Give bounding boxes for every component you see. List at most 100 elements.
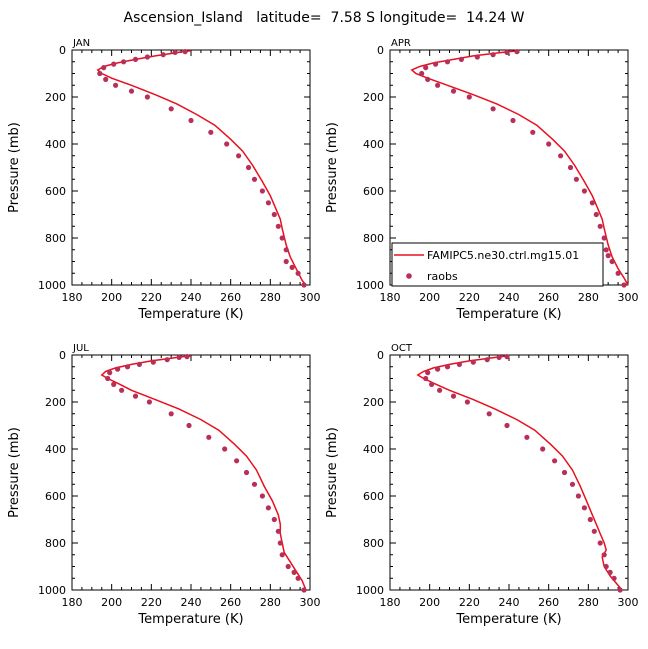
raobs-point [587, 516, 593, 523]
raobs-point [168, 411, 174, 417]
raobs-point [182, 49, 188, 55]
raobs-point [160, 52, 166, 58]
raobs-point [601, 235, 607, 241]
raobs-point [605, 253, 611, 259]
x-tick-label: 200 [101, 291, 122, 304]
x-tick-label: 180 [62, 291, 83, 304]
raobs-point [132, 393, 139, 399]
y-tick-label: 1000 [38, 584, 66, 597]
x-tick-label: 300 [300, 291, 321, 304]
raobs-point [429, 381, 435, 387]
raobs-point [271, 516, 277, 523]
y-axis-title: Pressure (mb) [325, 122, 340, 213]
raobs-point [425, 370, 431, 376]
raobs-point [275, 223, 281, 229]
y-tick-label: 200 [363, 396, 384, 409]
y-tick-label: 1000 [38, 279, 66, 292]
raobs-point [115, 366, 121, 372]
x-tick-label: 300 [300, 596, 321, 609]
y-tick-label: 200 [45, 91, 66, 104]
raobs-point [265, 200, 271, 206]
raobs-point [97, 70, 103, 77]
raobs-point [206, 434, 212, 440]
x-tick-label: 300 [618, 596, 639, 609]
y-tick-label: 600 [45, 490, 66, 503]
raobs-point [484, 357, 490, 363]
model-profile-line [96, 49, 307, 286]
y-tick-label: 400 [45, 443, 66, 456]
raobs-point [105, 375, 111, 382]
raobs-point [433, 61, 439, 67]
x-axis-title: Temperature (K) [455, 307, 561, 322]
raobs-point [591, 528, 597, 534]
x-tick-label: 240 [499, 291, 520, 304]
raobs-point [569, 481, 576, 487]
raobs-point [423, 375, 429, 382]
x-tick-label: 260 [538, 596, 559, 609]
raobs-point [575, 493, 582, 499]
raobs-point [611, 575, 617, 581]
raobs-point [245, 164, 252, 171]
raobs-point [259, 493, 265, 499]
legend-box [391, 242, 604, 287]
raobs-point [136, 361, 142, 367]
raobs-point [243, 469, 250, 476]
raobs-point [567, 164, 574, 171]
raobs-point [172, 49, 178, 56]
raobs-point [224, 141, 230, 147]
raobs-point [301, 282, 307, 288]
raobs-point [301, 587, 307, 593]
raobs-point [124, 364, 131, 370]
raobs-point [504, 422, 510, 429]
x-tick-label: 220 [141, 596, 162, 609]
y-tick-label: 800 [45, 232, 66, 245]
raobs-point [435, 366, 441, 372]
y-tick-label: 400 [363, 138, 384, 151]
raobs-point [510, 117, 516, 124]
y-tick-label: 0 [59, 44, 66, 57]
raobs-point [558, 153, 564, 159]
raobs-point [283, 258, 289, 265]
raobs-point [285, 563, 291, 570]
x-tick-label: 260 [220, 596, 241, 609]
raobs-point [222, 446, 228, 452]
x-tick-label: 220 [141, 291, 162, 304]
raobs-point [164, 357, 170, 363]
y-tick-label: 200 [45, 396, 66, 409]
legend-obs-label: raobs [427, 270, 458, 283]
y-tick-label: 600 [363, 185, 384, 198]
raobs-point [271, 211, 277, 218]
legend-obs-swatch [406, 273, 412, 279]
raobs-point [111, 381, 117, 387]
y-axis-title: Pressure (mb) [7, 427, 22, 518]
raobs-point [524, 434, 530, 440]
raobs-point [144, 94, 150, 100]
panel-apr: 180 200 220 240 260 280 300 0 200 400 600 800 1000 Te… [325, 38, 639, 322]
x-tick-label: 180 [380, 596, 401, 609]
raobs-point [552, 458, 558, 464]
model-profile-line [100, 354, 307, 591]
raobs-point [208, 129, 214, 135]
raobs-point [279, 552, 285, 558]
raobs-point [289, 264, 295, 270]
raobs-point [615, 270, 621, 276]
y-tick-label: 200 [363, 91, 384, 104]
raobs-point [277, 540, 283, 546]
raobs-point [113, 82, 119, 88]
raobs-point [470, 359, 476, 365]
raobs-point [184, 354, 190, 360]
panel-label-apr: APR [391, 38, 411, 49]
panel-oct: 180 200 220 240 260 280 300 0 200 400 600 800 1000 Te… [325, 343, 639, 627]
raobs-point [601, 552, 607, 558]
y-tick-label: 600 [363, 490, 384, 503]
raobs-point [474, 54, 480, 60]
raobs-point [111, 61, 117, 67]
x-tick-label: 240 [181, 596, 202, 609]
raobs-point [450, 393, 457, 399]
x-tick-label: 280 [260, 291, 281, 304]
plot-frame [71, 49, 311, 286]
legend-model-label: FAMIPC5.ne30.ctrl.mg15.01 [427, 249, 579, 262]
x-axis-title: Temperature (K) [137, 307, 243, 322]
raobs-point [283, 247, 289, 253]
